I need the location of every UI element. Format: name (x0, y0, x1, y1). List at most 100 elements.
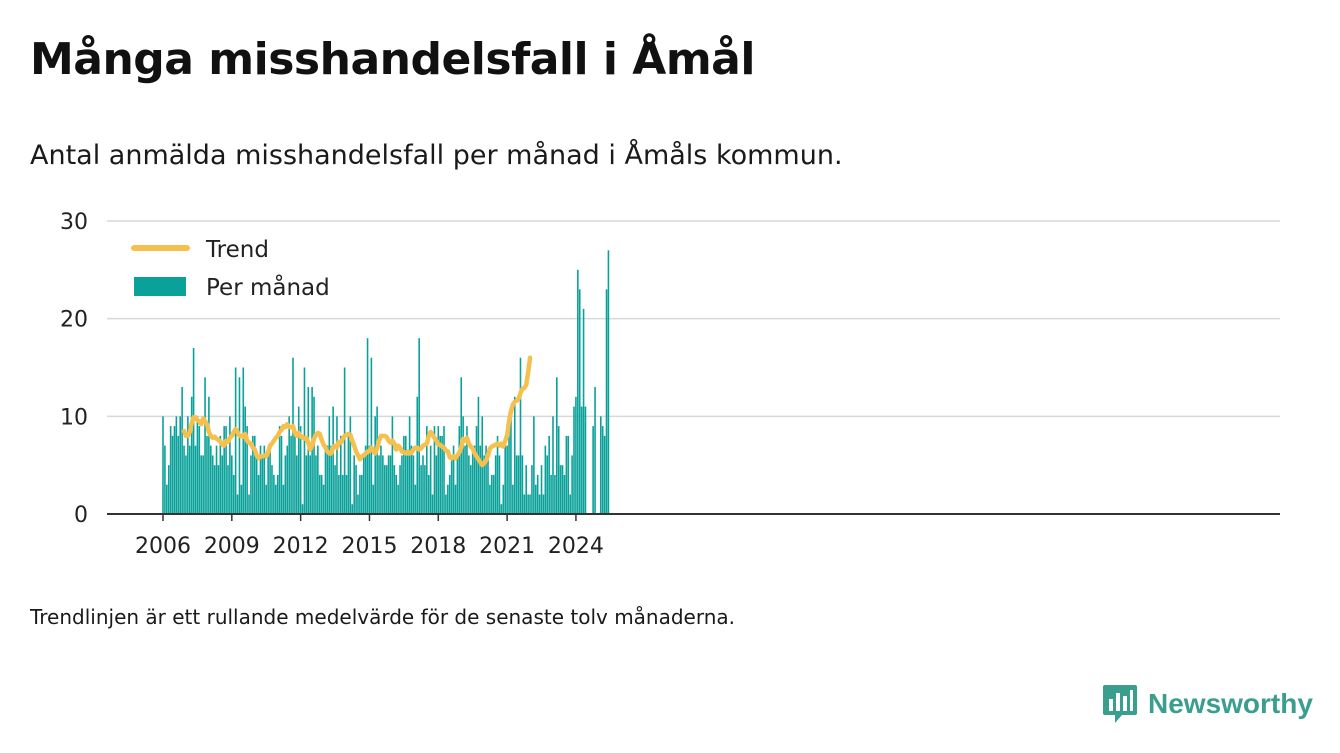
bar (318, 474, 321, 514)
bar (445, 494, 447, 514)
bar (517, 455, 520, 514)
bar (427, 474, 430, 514)
bar (366, 338, 369, 514)
bar (273, 474, 275, 514)
bar (441, 435, 443, 514)
bar (580, 406, 583, 514)
bar (177, 435, 180, 514)
bar (378, 455, 380, 514)
bar (559, 465, 562, 514)
bar (194, 445, 197, 514)
bar (422, 455, 424, 514)
bar (213, 465, 216, 514)
bar (192, 347, 195, 514)
bar (305, 455, 308, 514)
newsworthy-logo: Newsworthy (1102, 682, 1313, 726)
bar (320, 474, 323, 514)
bar (456, 455, 459, 514)
bar (424, 465, 426, 514)
bar (554, 474, 556, 514)
bar-chart-speech-bubble-icon (1103, 685, 1137, 723)
bar (410, 445, 413, 514)
bar (351, 504, 354, 514)
bar (531, 465, 533, 514)
bar (334, 465, 336, 514)
bar (198, 426, 201, 514)
bar (370, 357, 373, 514)
bar (487, 455, 489, 514)
bar (286, 445, 289, 514)
bar (229, 416, 231, 514)
bar (387, 455, 390, 514)
bar (284, 455, 287, 514)
bar (167, 465, 170, 514)
bar (458, 426, 461, 514)
bar (215, 445, 218, 514)
bar (447, 484, 449, 514)
bar (552, 416, 554, 514)
bar (232, 474, 235, 514)
bar (548, 435, 550, 514)
bar (557, 426, 560, 514)
bar (265, 484, 268, 514)
bar (164, 445, 166, 514)
bar (315, 455, 317, 514)
bar (276, 474, 279, 514)
bar (263, 445, 266, 514)
bar (561, 465, 564, 514)
x-axis-labels: 2006 2009 2012 2015 2018 2021 2024 (135, 534, 604, 559)
bar (512, 484, 514, 514)
bar (389, 455, 392, 514)
bar (395, 474, 398, 514)
bar (391, 416, 394, 514)
bar (326, 445, 329, 514)
bar (599, 416, 602, 514)
bar (248, 494, 250, 514)
bar (219, 435, 222, 514)
bar (234, 367, 237, 514)
bar (431, 494, 434, 514)
bar (498, 455, 501, 514)
bar (607, 250, 610, 515)
bar (238, 377, 241, 514)
bar (301, 504, 304, 514)
bar (206, 435, 208, 514)
bars-per-month (162, 250, 610, 515)
bar (208, 396, 210, 514)
bar (420, 465, 422, 514)
bar (166, 484, 168, 514)
chart: 0 10 20 30 2006 2009 2012 2015 2018 2021 2024 Tre… (60, 210, 1280, 559)
bar (345, 474, 348, 514)
bar (211, 455, 214, 514)
bar (464, 445, 466, 514)
bar (521, 455, 524, 514)
bar (479, 445, 482, 514)
bar (380, 445, 382, 514)
bar (489, 484, 491, 514)
bar (376, 406, 378, 514)
bar (200, 455, 203, 514)
bar (372, 484, 375, 514)
bar (309, 455, 311, 514)
bar (575, 396, 577, 514)
bar (221, 455, 224, 514)
bar (383, 465, 386, 514)
bar (429, 445, 432, 514)
bar (231, 455, 233, 514)
bar (525, 465, 528, 514)
footnote: Trendlinjen är ett rullande medelvärde f… (30, 605, 736, 629)
bar (196, 416, 199, 514)
bar (577, 269, 579, 514)
bar (492, 474, 495, 514)
bar (183, 445, 185, 514)
bar (217, 465, 220, 514)
bar (359, 474, 361, 514)
bar (473, 445, 476, 514)
bar (397, 484, 399, 514)
bar (527, 494, 529, 514)
x-axis (107, 513, 1280, 521)
bar (332, 406, 334, 514)
bar (339, 435, 342, 514)
bar (368, 445, 371, 514)
bar (253, 435, 256, 514)
